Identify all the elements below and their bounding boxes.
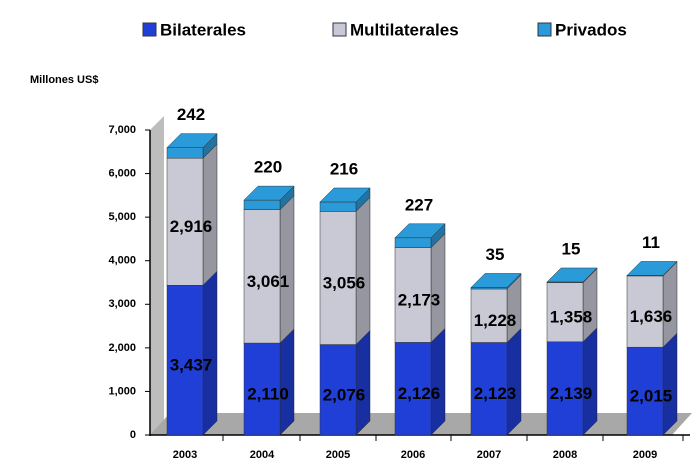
- bar-side-shade: [203, 271, 217, 435]
- x-tick-label: 2004: [250, 449, 275, 461]
- bar: [394, 237, 432, 248]
- value-label: 242: [177, 105, 205, 124]
- y-tick-label: 2,000: [108, 342, 136, 354]
- value-label: 15: [562, 239, 581, 258]
- legend-label: Privados: [555, 20, 627, 39]
- bar-side-shade: [356, 330, 370, 435]
- value-label: 35: [486, 245, 505, 264]
- bar: [546, 341, 584, 436]
- x-tick-label: 2009: [633, 449, 657, 461]
- x-tick-label: 2005: [326, 449, 350, 461]
- bar-top: [166, 133, 218, 148]
- bar: [166, 284, 204, 436]
- bar-top: [470, 273, 522, 288]
- bar: [319, 201, 357, 212]
- bar-top: [243, 185, 295, 201]
- value-label: 3,437: [170, 356, 213, 375]
- value-label: 2,015: [630, 387, 673, 406]
- bar-side-shade: [507, 273, 521, 289]
- y-tick-label: 6,000: [108, 167, 136, 179]
- bar-side-shade: [583, 268, 597, 342]
- bar-side-shade: [507, 274, 521, 343]
- legend-swatch: [332, 22, 347, 37]
- bar-top: [394, 223, 446, 239]
- bar-top: [546, 267, 598, 283]
- bar: [394, 247, 432, 343]
- legend-label: Multilaterales: [350, 20, 459, 39]
- y-tick-label: 3,000: [108, 298, 136, 310]
- value-label: 1,636: [630, 307, 673, 326]
- bar-side-shade: [203, 133, 217, 159]
- legend-label: Bilaterales: [160, 20, 246, 39]
- value-label: 3,061: [247, 272, 290, 291]
- value-label: 2,076: [323, 385, 366, 404]
- value-label: 220: [254, 158, 282, 177]
- bar-side-shade: [280, 195, 294, 344]
- x-tick-label: 2003: [173, 449, 197, 461]
- value-label: 227: [405, 195, 433, 214]
- value-label: 2,139: [550, 384, 593, 403]
- y-tick-label: 7,000: [108, 124, 136, 136]
- value-label: 216: [330, 159, 358, 178]
- bar: [394, 342, 432, 436]
- value-label: 1,358: [550, 308, 593, 327]
- bar-side-shade: [663, 261, 677, 348]
- bar-side-shade: [280, 329, 294, 435]
- bar: [319, 211, 357, 345]
- bar: [319, 344, 357, 436]
- value-label: 1,228: [474, 311, 517, 330]
- y-tick-label: 1,000: [108, 385, 136, 397]
- bar-side-shade: [203, 144, 217, 286]
- x-tick-label: 2006: [401, 449, 425, 461]
- bar: [470, 288, 508, 343]
- value-label: 11: [642, 233, 660, 252]
- bar: [626, 346, 664, 436]
- bar-side-shade: [356, 197, 370, 345]
- legend-swatch: [142, 22, 157, 37]
- bar-side-shade: [356, 187, 370, 212]
- bar: [546, 282, 584, 343]
- bar: [166, 147, 204, 159]
- value-label: 2,916: [170, 217, 213, 236]
- bar-side-shade: [431, 233, 445, 343]
- bar-side-shade: [507, 328, 521, 435]
- value-label: 2,110: [247, 385, 289, 404]
- bar: [243, 199, 281, 210]
- bar: [626, 275, 664, 348]
- value-label: 2,123: [474, 384, 517, 403]
- y-tick-label: 4,000: [108, 255, 136, 267]
- value-label: 3,056: [323, 273, 366, 292]
- back-wall: [150, 116, 164, 435]
- y-axis-label: Millones US$: [30, 74, 98, 86]
- value-label: 2,173: [398, 291, 441, 310]
- x-tick-label: 2008: [553, 449, 577, 461]
- bar-side-shade: [431, 328, 445, 435]
- bar-side-shade: [663, 333, 677, 435]
- bar-top: [626, 261, 678, 276]
- legend-swatch: [537, 22, 552, 37]
- bar-side-shade: [280, 186, 294, 210]
- bar: [243, 342, 281, 436]
- x-tick-label: 2007: [477, 449, 501, 461]
- bar: [470, 342, 508, 436]
- bar-top: [319, 187, 371, 203]
- bar-side-shade: [583, 327, 597, 435]
- bar-side-shade: [431, 223, 445, 248]
- y-tick-label: 0: [130, 429, 136, 441]
- y-tick-label: 5,000: [108, 211, 136, 223]
- value-label: 2,126: [398, 384, 441, 403]
